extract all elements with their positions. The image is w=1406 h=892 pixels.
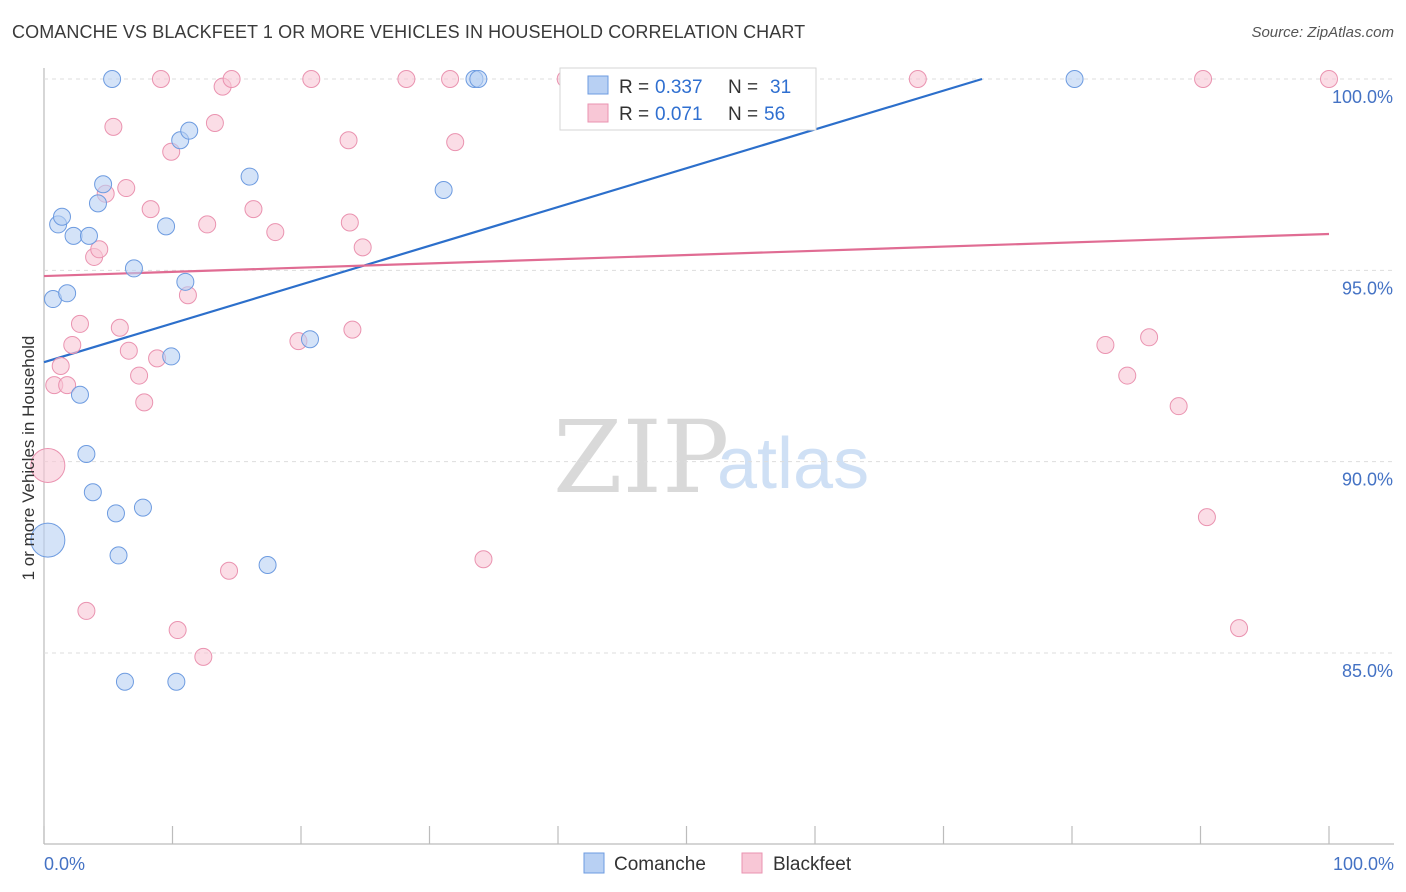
legend-r-value-blackfeet: 0.071 [655,104,703,125]
point-blackfeet-29 [266,223,285,242]
point-comanche-15 [115,672,134,691]
point-blackfeet-2 [51,357,70,375]
point-blackfeet-4 [63,335,82,354]
trend-line-blackfeet [43,232,1330,278]
point-blackfeet-36 [397,70,416,88]
point-comanche-24 [240,167,259,186]
point-comanche-9 [83,483,102,502]
point-blackfeet-8 [90,240,109,259]
x-tick-label-min: 0.0% [44,854,85,874]
point-blackfeet-16 [141,200,160,219]
point-blackfeet-27 [222,70,241,88]
point-blackfeet-37 [441,70,460,88]
y-tick-label-85: 85.0% [1342,661,1393,681]
point-comanche-18 [157,217,176,236]
point-blackfeet-35 [353,238,372,257]
point-blackfeet-33 [339,131,358,150]
point-comanche-13 [106,504,125,523]
legend-r-label-blackfeet: R = [619,104,649,125]
point-comanche-3 [52,207,71,226]
legend-n-label-comanche: N = [728,77,758,98]
point-comanche-8 [79,226,98,245]
point-blackfeet-51 [1320,70,1338,88]
legend-swatch-blackfeet [587,103,609,123]
point-blackfeet-32 [340,213,359,232]
point-blackfeet-45 [1118,366,1137,385]
point-blackfeet-13 [119,341,138,360]
point-blackfeet-5 [70,314,89,333]
point-blackfeet-28 [244,200,263,219]
point-blackfeet-24 [205,114,224,133]
point-comanche-11 [94,175,113,194]
point-blackfeet-11 [110,318,129,337]
point-blackfeet-43 [908,70,927,88]
point-blackfeet-39 [474,550,493,569]
point-comanche-23 [180,121,199,140]
watermark-atlas: atlas [717,424,869,504]
source-label: Source: ZipAtlas.com [1251,24,1394,41]
legend-r-label-comanche: R = [619,77,649,98]
point-blackfeet-18 [151,70,170,88]
point-blackfeet-46 [1140,328,1159,347]
point-blackfeet-23 [198,215,217,234]
bottom-legend-swatch-comanche [583,852,605,874]
point-comanche-30 [1065,70,1084,88]
bottom-legend-swatch-blackfeet [741,852,763,874]
legend-n-value-comanche: 31 [770,77,791,98]
point-comanche-5 [64,226,83,245]
point-comanche-7 [77,445,96,464]
trend-line-comanche [43,77,983,364]
point-comanche-16 [124,259,143,278]
point-comanche-26 [300,330,319,349]
point-blackfeet-47 [1169,397,1188,416]
point-blackfeet-20 [168,621,187,640]
y-axis-label: 1 or more Vehicles in Household [19,336,38,581]
point-comanche-6 [70,385,89,404]
point-comanche-17 [133,498,152,517]
point-blackfeet-6 [77,601,96,620]
legend-swatch-comanche [587,75,609,95]
point-blackfeet-50 [1230,619,1249,638]
point-comanche-29 [469,70,488,88]
point-comanche-4 [58,284,77,303]
bottom-legend-label-comanche: Comanche [614,854,706,875]
watermark-zip: ZIP [553,399,729,516]
legend-r-value-comanche: 0.337 [655,77,703,98]
point-blackfeet-22 [194,647,213,666]
chart-title: COMANCHE VS BLACKFEET 1 OR MORE VEHICLES… [12,22,806,42]
bottom-legend-label-blackfeet: Blackfeet [773,854,852,875]
point-comanche-20 [167,672,186,691]
point-blackfeet-14 [130,366,149,385]
point-blackfeet-3 [58,376,77,395]
x-tick-label-max: 100.0% [1333,854,1394,874]
point-comanche-19 [162,347,181,366]
point-blackfeet-49 [1197,508,1216,527]
point-comanche-0 [30,522,66,558]
legend-n-label-blackfeet: N = [728,104,758,125]
point-comanche-22 [176,272,195,291]
point-blackfeet-12 [117,179,136,198]
stats-legend: R = 0.337 N = 31 R = 0.071 N = 56 [559,67,817,131]
point-comanche-25 [258,555,277,574]
point-blackfeet-10 [104,117,123,136]
point-blackfeet-26 [220,561,239,580]
point-blackfeet-38 [446,133,465,152]
point-blackfeet-44 [1096,335,1115,354]
point-comanche-14 [109,546,128,565]
point-comanche-12 [103,70,122,88]
series-legend: Comanche Blackfeet [583,852,852,875]
point-blackfeet-31 [302,70,321,88]
y-tick-label-100: 100.0% [1332,87,1393,107]
point-blackfeet-0 [30,447,66,483]
point-comanche-10 [88,194,107,213]
y-tick-label-95: 95.0% [1342,278,1393,298]
point-blackfeet-34 [343,320,362,339]
point-blackfeet-48 [1194,70,1213,88]
point-comanche-27 [434,180,453,199]
y-tick-label-90: 90.0% [1342,470,1393,490]
legend-n-value-blackfeet: 56 [764,104,785,125]
point-blackfeet-15 [135,393,154,412]
